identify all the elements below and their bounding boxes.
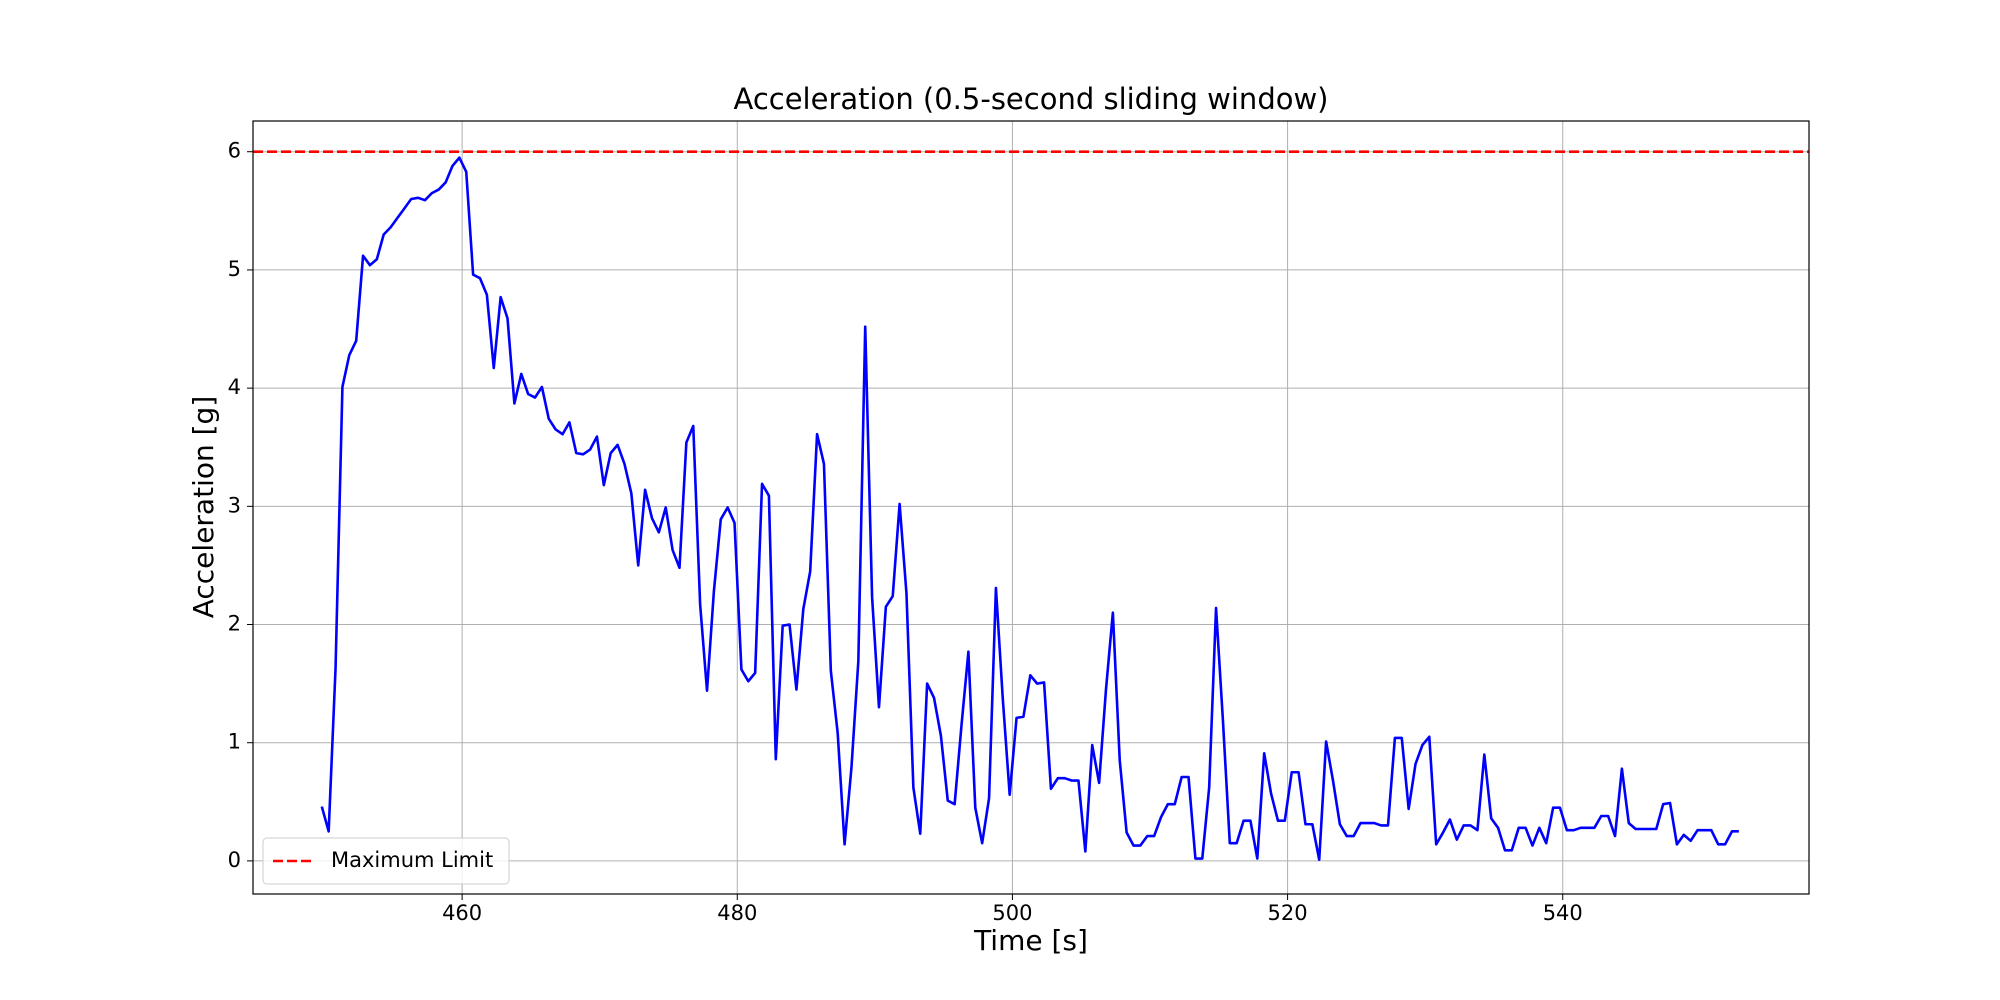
x-tick-label: 480 — [717, 901, 757, 925]
x-axis-label: Time [s] — [973, 924, 1088, 957]
y-tick-label: 2 — [228, 612, 241, 636]
x-tick-label: 460 — [442, 901, 482, 925]
y-tick-label: 6 — [228, 139, 241, 163]
x-tick-label: 500 — [992, 901, 1032, 925]
x-tick-label: 520 — [1268, 901, 1308, 925]
legend-label: Maximum Limit — [331, 848, 493, 872]
plot-frame — [252, 120, 1810, 895]
y-axis-label: Acceleration [g] — [187, 396, 220, 619]
y-tick-label: 1 — [228, 730, 241, 754]
y-tick-label: 4 — [228, 375, 241, 399]
chart-title: Acceleration (0.5-second sliding window) — [734, 82, 1329, 116]
y-tick-label: 5 — [228, 257, 241, 281]
y-tick-label: 3 — [228, 493, 241, 517]
y-tick-label: 0 — [228, 848, 241, 872]
legend-box — [262, 837, 510, 885]
x-tick-label: 540 — [1543, 901, 1583, 925]
data-line — [320, 156, 1739, 862]
